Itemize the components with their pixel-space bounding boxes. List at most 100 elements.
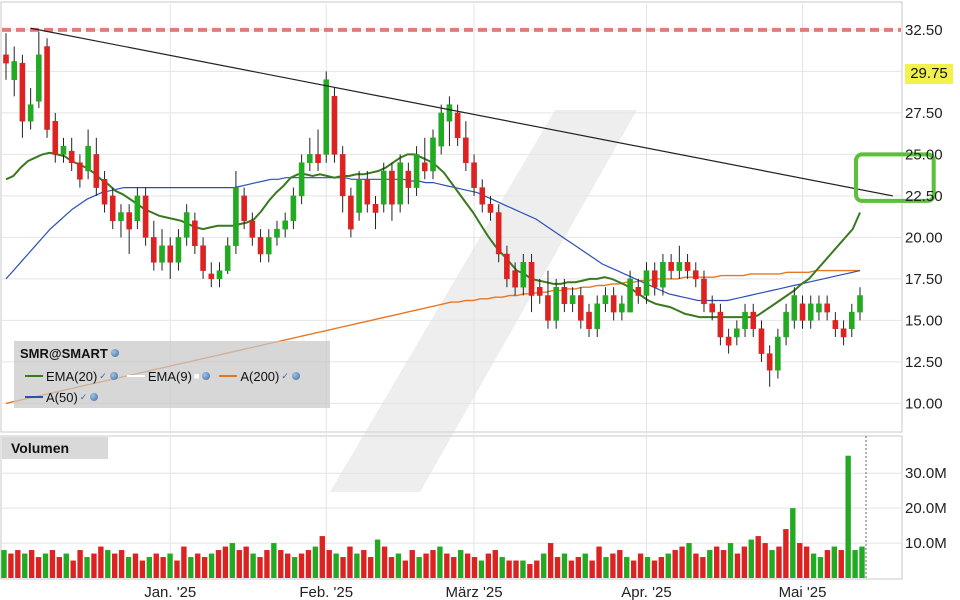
volume-bar [305, 550, 312, 578]
volume-bar [347, 546, 353, 578]
volume-bar [603, 557, 609, 578]
candle-body [651, 270, 658, 288]
candle-body [249, 220, 256, 238]
sma200-swatch [219, 375, 238, 377]
settings-icon[interactable] [90, 393, 99, 401]
volume-bar [727, 543, 734, 578]
volume-bar [98, 546, 104, 578]
candle-body [848, 311, 855, 329]
settings-icon[interactable] [109, 372, 118, 380]
candle-body [323, 79, 330, 155]
x-axis-label: Feb. '25 [299, 584, 353, 600]
candle-body [857, 295, 863, 313]
legend-item-sma50[interactable]: A(50) ✓ [20, 390, 99, 405]
x-axis-label: Mai '25 [779, 584, 827, 600]
volume-bar [658, 557, 665, 578]
volume-bar [720, 550, 727, 578]
volume-bar [250, 553, 256, 578]
settings-icon[interactable] [110, 349, 119, 357]
candle-body [397, 162, 403, 205]
candle-body [159, 245, 165, 263]
volume-bar [575, 557, 581, 578]
price-tick-label: 22.50 [905, 188, 943, 205]
candle-body [692, 270, 699, 280]
candle-body [479, 187, 486, 205]
candle-body [594, 303, 601, 329]
candle-body [578, 295, 584, 321]
candle-body [282, 220, 288, 230]
candle-body [93, 154, 100, 188]
price-tick-label: 12.50 [905, 354, 943, 371]
candle-body [36, 54, 42, 102]
candle-body [471, 162, 477, 188]
candle-body [684, 262, 691, 271]
settings-icon[interactable] [291, 372, 300, 380]
volume-bar [803, 546, 810, 578]
volume-bar [105, 550, 111, 578]
candle-body [717, 311, 724, 338]
candle-body [421, 162, 428, 172]
volume-bar [361, 550, 367, 578]
legend: SMR@SMART EMA(20) ✓ EMA(9) ■ A(200) ✓ A(… [14, 341, 330, 408]
volume-bar [291, 557, 298, 578]
volume-bar [630, 560, 637, 578]
price-tick-label: 20.00 [905, 229, 943, 246]
price-tick-label: 15.00 [905, 312, 943, 329]
volume-bar [672, 550, 678, 578]
volume-bar [700, 557, 706, 578]
candle-body [602, 295, 609, 305]
volume-bar [298, 553, 305, 578]
candle-body [339, 154, 346, 197]
volume-bar [686, 543, 692, 578]
candle-body [553, 286, 559, 321]
candle-body [545, 295, 551, 321]
candle-body [536, 286, 543, 296]
candle-body [504, 253, 510, 280]
volume-bar [91, 553, 97, 578]
candle-body [3, 54, 9, 64]
volume-bar [160, 557, 166, 578]
candle-body [610, 295, 617, 313]
candle-body [668, 262, 674, 271]
volume-bar [776, 546, 782, 578]
settings-icon[interactable] [202, 372, 211, 380]
candle-body [446, 104, 453, 122]
check-icon: ■ [193, 371, 200, 381]
volume-bar [513, 560, 519, 578]
candle-body [635, 286, 642, 296]
volume-bar [188, 557, 194, 578]
candle-body [167, 245, 174, 263]
candle-body [791, 295, 798, 321]
volume-bar [84, 557, 90, 578]
volume-bar [112, 553, 118, 578]
volume-bar [790, 508, 796, 578]
candle-body [816, 303, 822, 313]
x-axis-label: Apr. '25 [621, 584, 671, 600]
candle-body [725, 336, 732, 346]
candle-body [389, 170, 395, 205]
candle-body [208, 273, 215, 280]
legend-label-sma200: A(200) [240, 368, 280, 384]
legend-item-ema9[interactable]: EMA(9) ■ [122, 369, 211, 384]
candle-body [799, 303, 806, 321]
volume-bar [457, 550, 464, 578]
volume-bar [748, 539, 754, 578]
legend-item-sma200[interactable]: A(200) ✓ [214, 369, 300, 384]
volume-bar [561, 553, 568, 578]
candle-body [701, 278, 707, 305]
candle-body [840, 328, 847, 338]
candle-body [142, 195, 149, 238]
candle-body [832, 320, 839, 329]
candle-body [274, 228, 280, 238]
volume-bar [395, 553, 402, 578]
price-tick-label: 27.50 [905, 105, 943, 122]
volume-bar [70, 560, 76, 578]
trendline [30, 27, 893, 197]
volume-bar [769, 550, 775, 578]
volume-bar [285, 553, 291, 578]
candle-body [109, 195, 116, 222]
volume-bar [319, 536, 325, 578]
volume-bar [492, 550, 498, 578]
volume-bar [810, 553, 817, 578]
legend-item-ema20[interactable]: EMA(20) ✓ [20, 369, 118, 384]
